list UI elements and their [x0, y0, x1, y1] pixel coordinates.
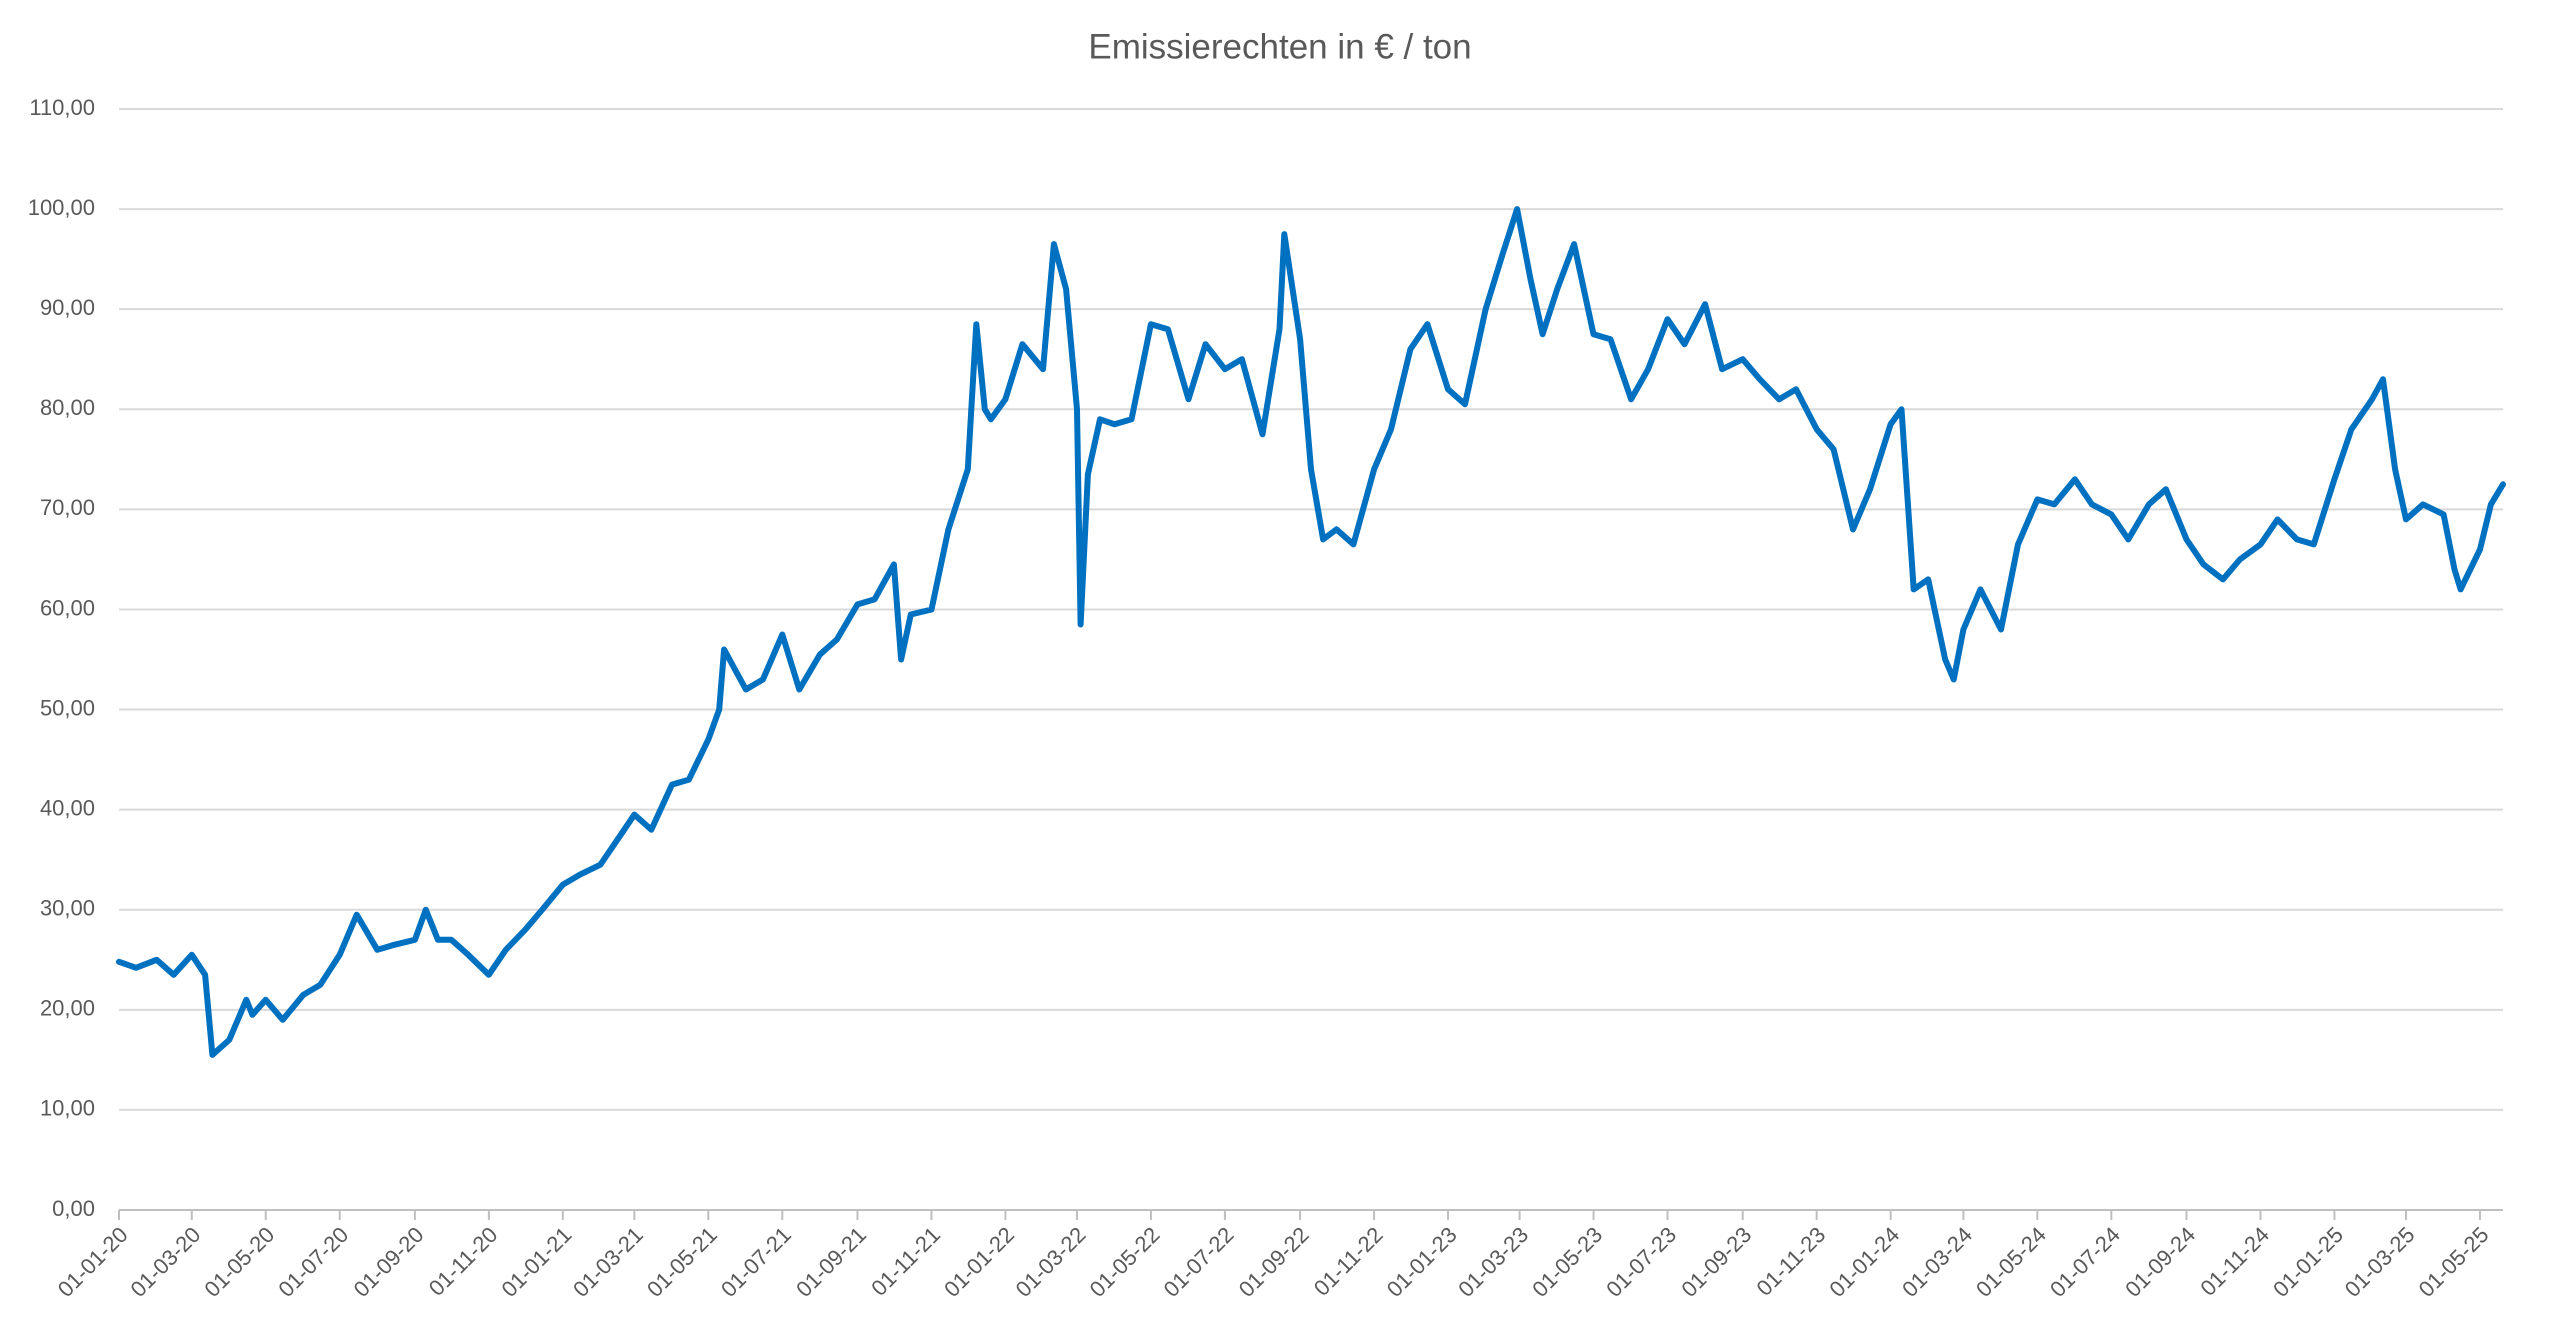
chart-title: Emissierechten in € / ton	[1088, 27, 1471, 66]
y-tick-label: 100,00	[28, 195, 95, 220]
y-tick-label: 50,00	[40, 695, 95, 720]
y-tick-label: 10,00	[40, 1096, 95, 1121]
y-tick-label: 0,00	[52, 1196, 95, 1221]
y-tick-label: 110,00	[29, 95, 95, 120]
y-tick-label: 70,00	[40, 495, 95, 520]
y-tick-label: 80,00	[40, 395, 95, 420]
y-tick-label: 30,00	[40, 896, 95, 921]
y-tick-label: 90,00	[40, 295, 95, 320]
y-tick-label: 20,00	[40, 996, 95, 1021]
price-line	[116, 206, 2506, 1058]
y-tick-label: 60,00	[40, 595, 95, 620]
y-tick-label: 40,00	[40, 795, 95, 820]
